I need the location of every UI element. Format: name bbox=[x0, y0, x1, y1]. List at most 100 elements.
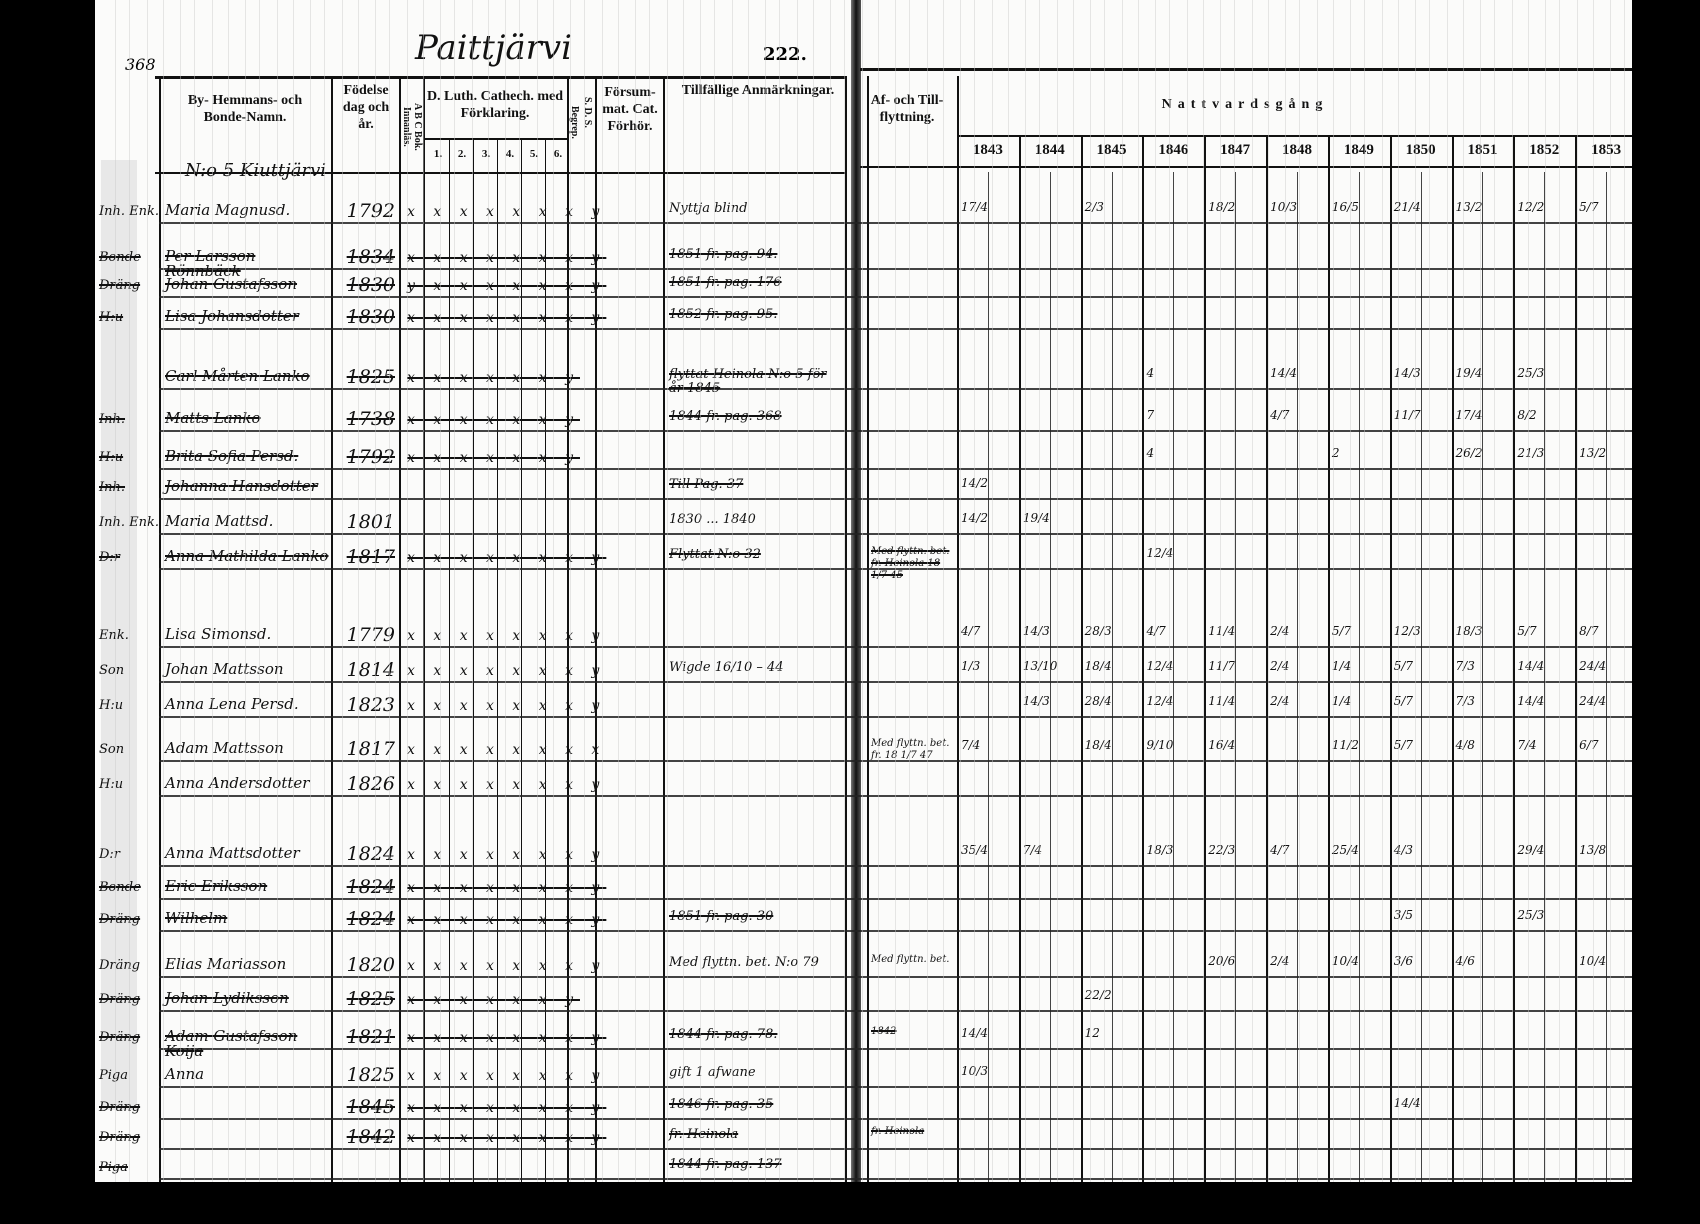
header-flyttning: Af- och Till-flyttning. bbox=[870, 93, 944, 125]
year-subcolumn-rule bbox=[1358, 172, 1360, 1182]
person-name: Adam Mattsson bbox=[165, 739, 284, 757]
row-rule bbox=[159, 760, 1632, 762]
row-prefix: H:u bbox=[99, 777, 124, 792]
paper-line bbox=[1073, 0, 1074, 1182]
year-header: 1846 bbox=[1158, 142, 1189, 158]
person-name: Carl Mårten Lanko bbox=[165, 367, 310, 385]
communion-mark: 10/3 bbox=[961, 1064, 988, 1078]
header-bottom-rule bbox=[155, 172, 845, 174]
communion-mark: 29/4 bbox=[1517, 843, 1545, 857]
paper-line bbox=[375, 0, 376, 1182]
communion-mark: 25/4 bbox=[1331, 843, 1359, 857]
communion-mark: 4/7 bbox=[1146, 624, 1166, 638]
year-subcolumn-rule bbox=[1544, 172, 1546, 1182]
row-prefix: Enk. bbox=[99, 628, 129, 643]
luth-column-rule bbox=[449, 138, 450, 1182]
person-name: Elias Mariasson bbox=[165, 955, 287, 973]
catechism-marks: x x x x x x x y bbox=[407, 1030, 607, 1046]
person-name: Johan Gustafsson bbox=[165, 275, 298, 293]
communion-mark: 2/4 bbox=[1270, 624, 1290, 638]
paper-line bbox=[389, 0, 390, 1182]
village-title: Paittjärvi bbox=[415, 28, 572, 68]
column-rule bbox=[567, 76, 569, 1182]
birth-year: 1824 bbox=[346, 908, 395, 930]
year-column-rule bbox=[1080, 135, 1083, 1182]
paper-line bbox=[1122, 0, 1123, 1182]
paper-line bbox=[1169, 0, 1170, 1182]
catechism-marks: x x x x x x x y bbox=[407, 912, 607, 928]
column-rule bbox=[399, 76, 401, 1182]
paper-line bbox=[683, 0, 684, 1182]
communion-mark: 12/3 bbox=[1393, 624, 1421, 638]
paper-line bbox=[1494, 0, 1495, 1182]
communion-mark: 2/3 bbox=[1084, 200, 1104, 214]
catechism-marks: x x x x x x x y bbox=[407, 847, 607, 863]
row-rule bbox=[159, 1010, 1632, 1012]
paper-line bbox=[1057, 0, 1058, 1182]
paper-line bbox=[1025, 0, 1026, 1182]
communion-mark: 4/8 bbox=[1455, 738, 1475, 752]
paper-line bbox=[797, 0, 798, 1182]
row-rule bbox=[159, 1086, 1632, 1088]
catechism-marks: x x x x x x x y bbox=[407, 777, 607, 793]
paper-line bbox=[553, 0, 554, 1182]
year-column-rule bbox=[1451, 135, 1454, 1182]
communion-mark: 18/4 bbox=[1084, 738, 1112, 752]
paper-line bbox=[454, 0, 455, 1182]
paper-line bbox=[537, 0, 538, 1182]
communion-mark: 14/4 bbox=[1393, 1096, 1421, 1110]
flyttning-note: fr. Heinola bbox=[871, 1126, 925, 1137]
communion-mark: 11/4 bbox=[1208, 694, 1236, 708]
row-rule bbox=[159, 268, 1632, 270]
flyttning-note: 1842 bbox=[871, 1026, 897, 1037]
birth-year: 1779 bbox=[346, 624, 395, 646]
remark: Till Pag. 37 bbox=[669, 477, 744, 492]
communion-mark: 1/3 bbox=[961, 659, 981, 673]
column-rule bbox=[845, 76, 847, 1182]
communion-mark: 10/4 bbox=[1579, 954, 1607, 968]
paper-line bbox=[228, 0, 229, 1182]
birth-year: 1821 bbox=[346, 1026, 395, 1048]
catechism-marks: x x x x x x x y bbox=[407, 663, 607, 679]
row-rule bbox=[159, 1178, 1632, 1180]
catechism-marks: x x x x x x x y bbox=[407, 204, 607, 220]
header-anmarkningar: Tillfällige Anmärkningar. bbox=[681, 83, 835, 98]
row-rule bbox=[159, 533, 1632, 535]
communion-mark: 2 bbox=[1331, 446, 1340, 460]
row-rule bbox=[159, 328, 1632, 330]
remark: 1846 fr. pag. 35 bbox=[669, 1097, 774, 1112]
paper-line bbox=[1624, 0, 1625, 1182]
book-fold bbox=[851, 0, 861, 1182]
paper-line bbox=[602, 0, 603, 1182]
row-prefix: Dräng bbox=[99, 992, 141, 1007]
catechism-marks: x x x x x x x y bbox=[407, 958, 607, 974]
paper-line bbox=[992, 0, 993, 1182]
paper-line bbox=[1299, 0, 1300, 1182]
paper-line bbox=[1039, 0, 1040, 1182]
communion-mark: 4/3 bbox=[1393, 843, 1414, 857]
paper-line bbox=[277, 0, 278, 1182]
year-column-rule bbox=[1204, 135, 1207, 1182]
year-header: 1847 bbox=[1220, 142, 1251, 158]
person-name: Anna Lena Persd. bbox=[165, 695, 299, 713]
header-forsum: Försum-mat. Cat. Förhör. bbox=[602, 85, 658, 134]
row-prefix: H:u bbox=[99, 698, 124, 713]
year-column-rule bbox=[957, 135, 959, 1182]
year-subcolumn-rule bbox=[1049, 172, 1051, 1182]
communion-mark: 11/4 bbox=[1208, 624, 1236, 638]
communion-mark: 5/7 bbox=[1579, 200, 1599, 214]
communion-mark: 25/3 bbox=[1517, 366, 1545, 380]
paper-line bbox=[180, 0, 181, 1182]
row-rule bbox=[159, 795, 1632, 797]
paper-line bbox=[1187, 0, 1188, 1182]
year-header: 1844 bbox=[1034, 142, 1065, 158]
catechism-marks: x x x x x x x y bbox=[407, 698, 607, 714]
paper-line bbox=[813, 0, 814, 1182]
row-prefix: D:r bbox=[99, 847, 121, 862]
person-name: Eric Eriksson bbox=[165, 877, 268, 895]
communion-mark: 14/3 bbox=[1022, 694, 1050, 708]
flyttning-note: Med flyttn. bet. bbox=[871, 954, 950, 965]
birth-year: 1845 bbox=[346, 1096, 395, 1118]
birth-year: 1824 bbox=[346, 843, 395, 865]
header-top-rule bbox=[860, 68, 1632, 71]
